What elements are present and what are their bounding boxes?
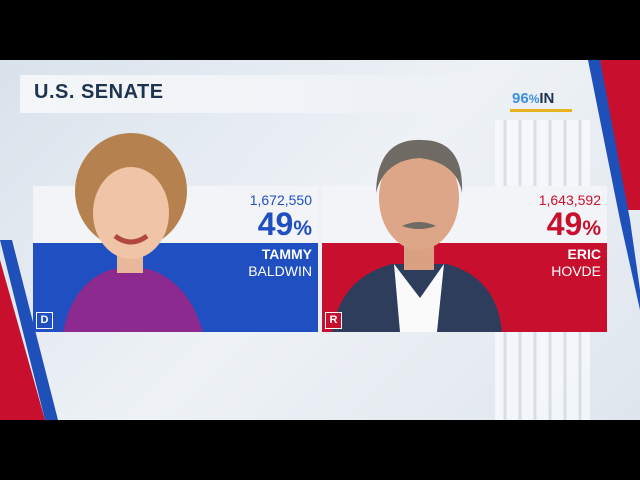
reporting-label: IN — [539, 90, 555, 107]
reporting-unit: % — [528, 92, 540, 106]
candidate-photo — [63, 133, 203, 332]
party-badge: R — [325, 312, 342, 329]
percent-unit: % — [582, 217, 601, 240]
percent-value: 49 — [257, 206, 294, 242]
percent-value: 49 — [546, 206, 583, 242]
party-badge: D — [36, 312, 53, 329]
reporting: 96%IN — [512, 90, 554, 107]
backdrop — [0, 60, 640, 420]
reporting-underline — [510, 109, 572, 112]
vote-count: 1,643,592 — [538, 192, 601, 208]
vote-percent: 49% — [258, 206, 312, 243]
candidate-photo — [332, 139, 502, 332]
vote-percent: 49% — [547, 206, 601, 243]
race-title: U.S. SENATE — [34, 81, 164, 103]
reporting-value: 96 — [512, 90, 529, 107]
first-name: ERIC — [567, 246, 601, 262]
first-name: TAMMY — [261, 246, 312, 262]
last-name: BALDWIN — [248, 263, 312, 279]
last-name: HOVDE — [551, 263, 601, 279]
title-bar — [20, 75, 490, 113]
candidate-card: 1,643,592 49% ERIC HOVDE R — [322, 139, 607, 332]
vote-count: 1,672,550 — [249, 192, 312, 208]
percent-unit: % — [293, 217, 312, 240]
candidate-card: 1,672,550 49% TAMMY BALDWIN D — [33, 133, 318, 332]
graphic: U.S. SENATE 96%IN 1,672,550 49% TAMMY BA… — [0, 60, 640, 420]
